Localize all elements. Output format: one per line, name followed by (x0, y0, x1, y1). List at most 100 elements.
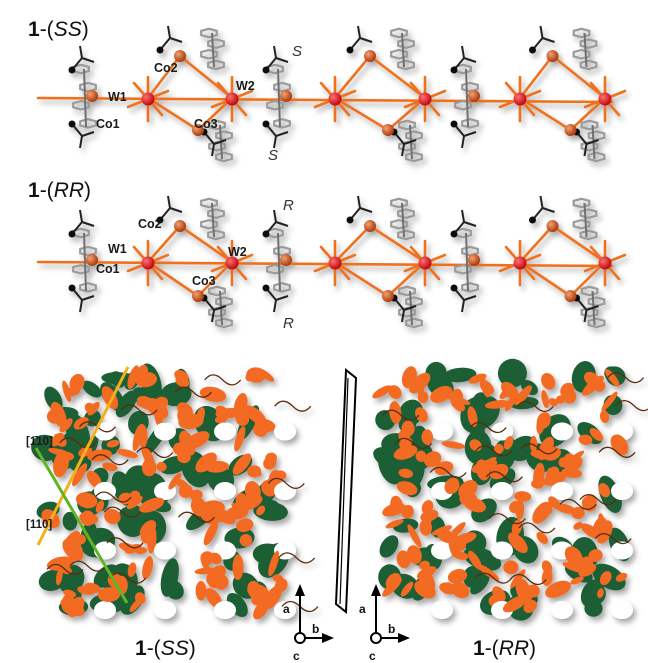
cyanide-network-fragment (400, 581, 414, 597)
cyanide-network-fragment (423, 451, 442, 468)
cyanide-network-fragment (139, 497, 165, 513)
alkyl-bond (213, 305, 227, 311)
aromatic-ring (461, 81, 479, 93)
cobalt-atom (280, 254, 292, 266)
aromatic-ring (72, 99, 90, 111)
alkyl-bond (79, 45, 83, 59)
cyanide-network-fragment (578, 434, 593, 446)
aromatic-ring (579, 59, 598, 71)
strand (520, 443, 558, 455)
strand (94, 491, 132, 503)
alkyl-bond (539, 195, 544, 209)
cyanide-network-fragment (536, 531, 548, 544)
cyanide-network-fragment (97, 587, 121, 603)
co1-label: Co1 (96, 262, 120, 276)
cyanide-network-fragment (63, 589, 77, 598)
cobalt-atom (280, 90, 292, 102)
cyanide-network-fragment (598, 483, 611, 498)
cyanide-network-fragment (605, 369, 620, 387)
aromatic-ring (215, 296, 233, 307)
ligand-backbone (465, 68, 469, 128)
bond (146, 224, 182, 264)
direction-line-upper (36, 366, 130, 546)
alkyl-bond (403, 305, 417, 311)
cobalt-atom (364, 220, 376, 232)
cyanide-network-fragment (185, 431, 210, 449)
nitrogen-atom (529, 216, 536, 224)
aromatic-ring (572, 27, 591, 39)
cyanide-network-fragment (382, 502, 405, 517)
aromatic-ring (215, 130, 233, 141)
cyanide-network-fragment (504, 396, 516, 412)
alkyl-bond (273, 135, 277, 149)
pore (94, 482, 116, 500)
alkyl-bond (583, 143, 588, 157)
cyanide-network-fragment (584, 494, 597, 507)
cyanide-network-fragment (436, 527, 455, 544)
nitrogen-atom (450, 230, 458, 238)
strand (579, 493, 617, 506)
cyanide-network-fragment (561, 467, 583, 478)
bond (569, 260, 607, 298)
tungsten-atom (513, 92, 527, 106)
bond (146, 54, 182, 100)
strand (69, 560, 107, 572)
cyanide-network-fragment (523, 599, 537, 613)
cyanide-network-fragment (443, 582, 453, 593)
aromatic-ring (390, 218, 408, 230)
strand (177, 511, 216, 523)
strand (485, 471, 523, 483)
cobalt-atom (468, 90, 480, 102)
cyanide-network-fragment (215, 575, 229, 590)
cyanide-network-fragment (396, 481, 418, 496)
cyanide-network-fragment (526, 584, 540, 598)
cyanide-network-fragment (142, 555, 154, 580)
cyanide-network-fragment (55, 567, 63, 586)
bond (333, 54, 372, 100)
strand (267, 477, 305, 490)
cyanide-network-fragment (398, 468, 414, 479)
nitrogen-atom (450, 120, 458, 128)
cyanide-network-fragment (168, 472, 182, 490)
aromatic-ring (273, 245, 291, 257)
cyanide-network-fragment (401, 438, 413, 451)
aromatic-ring (579, 208, 598, 219)
alkyl-bond (359, 207, 373, 213)
bond (333, 224, 372, 264)
pore (274, 601, 296, 619)
cyanide-network-fragment (416, 566, 437, 580)
aromatic-ring (266, 99, 284, 111)
strand (174, 386, 212, 398)
cyanide-network-fragment (252, 423, 268, 437)
strand (204, 374, 242, 386)
svg-text:1-(SS): 1-(SS) (135, 637, 196, 660)
cobalt-atom (564, 290, 577, 302)
aromatic-ring (200, 48, 218, 60)
cyanide-network-fragment (77, 585, 95, 595)
direction-label-lower: [110] (26, 519, 52, 531)
aromatic-ring (397, 38, 415, 49)
alkyl-bond (79, 299, 83, 313)
cyanide-network-fragment (232, 453, 252, 475)
strand (395, 437, 433, 450)
w1-label: W1 (108, 90, 127, 104)
cyanide-network-fragment (572, 456, 583, 470)
cyanide-network-fragment (86, 470, 102, 488)
bond (178, 224, 234, 264)
alkyl-bond (461, 45, 465, 59)
cyanide-network-fragment (582, 375, 604, 396)
ligand-layer-fragment (425, 361, 447, 386)
cyanide-network-fragment (75, 492, 98, 509)
cyanide-network-fragment (580, 523, 601, 539)
cyanide-network-fragment (127, 365, 140, 390)
alkyl-bond (463, 57, 477, 63)
aromatic-ring (215, 317, 233, 329)
chirality-top-label: R (283, 197, 294, 214)
cobalt-atom (174, 50, 186, 62)
ligand-layer-fragment (443, 367, 477, 383)
aromatic-ring (587, 317, 606, 329)
cyanide-network-fragment (475, 459, 490, 481)
cyanide-network-fragment (382, 577, 402, 597)
aromatic-ring (580, 285, 599, 297)
ligand-layer-fragment (580, 579, 604, 608)
